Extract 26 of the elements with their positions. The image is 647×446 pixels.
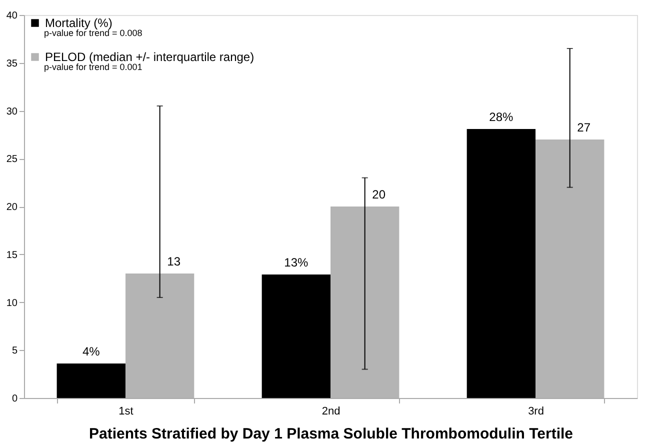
legend-label: PELOD (median +/- interquartile range)	[45, 50, 254, 64]
x-tick-label: 1st	[118, 406, 134, 418]
y-tick-label: 5	[12, 346, 18, 357]
y-tick-label: 35	[6, 58, 18, 70]
data-label: 13	[167, 254, 181, 269]
data-label: 20	[372, 188, 386, 202]
y-tick-label: 10	[6, 298, 18, 309]
data-label: 27	[577, 120, 591, 134]
y-tick-label: 30	[6, 106, 18, 118]
annotation: p-value for trend = 0.001	[44, 62, 142, 72]
y-tick-label: 25	[6, 154, 18, 166]
x-tick-label: 2nd	[322, 406, 340, 418]
legend-label: Mortality (%)	[45, 16, 112, 30]
bar	[56, 364, 126, 398]
y-tick-label: 20	[6, 202, 18, 213]
data-label: 4%	[82, 344, 100, 359]
y-tick-label: 0	[12, 394, 18, 404]
x-tick-label: 3rd	[528, 406, 544, 418]
bar	[466, 128, 536, 398]
y-tick-label: 40	[6, 10, 18, 22]
data-label: 28%	[489, 110, 514, 124]
annotation: p-value for trend = 0.008	[44, 28, 142, 38]
x-axis-title: Patients Stratified by Day 1 Plasma Soluble Thrombomodulin Tertile	[89, 426, 573, 442]
y-tick-label: 15	[6, 250, 18, 261]
bar	[262, 274, 330, 398]
data-label: 13%	[284, 255, 308, 270]
